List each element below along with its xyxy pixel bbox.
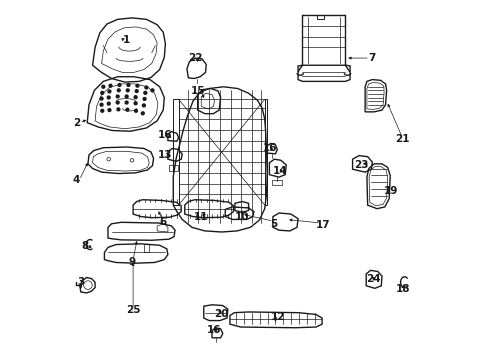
Text: 10: 10 — [235, 212, 249, 221]
Text: 13: 13 — [158, 150, 172, 160]
Circle shape — [135, 90, 138, 93]
Text: 17: 17 — [316, 220, 330, 230]
Circle shape — [127, 84, 130, 86]
Circle shape — [116, 101, 119, 104]
Circle shape — [108, 109, 111, 112]
Circle shape — [125, 95, 128, 98]
Circle shape — [109, 84, 112, 87]
Text: 7: 7 — [368, 53, 376, 63]
Text: 24: 24 — [366, 274, 381, 284]
Text: 14: 14 — [273, 166, 288, 176]
Text: 3: 3 — [77, 277, 84, 287]
Text: 23: 23 — [354, 160, 369, 170]
Circle shape — [151, 89, 154, 92]
Text: 18: 18 — [396, 284, 411, 294]
Text: 16: 16 — [207, 325, 222, 334]
Circle shape — [125, 101, 128, 104]
Circle shape — [144, 91, 147, 94]
Text: 6: 6 — [159, 217, 166, 227]
Circle shape — [116, 95, 119, 98]
Circle shape — [134, 102, 137, 105]
Text: 4: 4 — [73, 175, 80, 185]
Text: 16: 16 — [263, 143, 277, 153]
Text: 1: 1 — [123, 35, 130, 45]
Text: 2: 2 — [73, 118, 80, 128]
Text: 19: 19 — [384, 186, 398, 197]
Text: 22: 22 — [188, 53, 203, 63]
Circle shape — [100, 97, 103, 100]
Text: 15: 15 — [191, 86, 206, 96]
Text: 25: 25 — [126, 305, 140, 315]
Text: 11: 11 — [194, 212, 209, 221]
Circle shape — [108, 90, 111, 93]
Circle shape — [145, 86, 148, 89]
Circle shape — [107, 96, 110, 99]
Circle shape — [101, 109, 104, 112]
Circle shape — [100, 103, 103, 106]
Text: 5: 5 — [270, 219, 277, 229]
Text: 16: 16 — [158, 130, 172, 140]
Circle shape — [143, 98, 146, 100]
Circle shape — [126, 89, 129, 92]
Circle shape — [141, 112, 144, 115]
Circle shape — [136, 84, 139, 87]
Text: 12: 12 — [271, 312, 285, 322]
Circle shape — [117, 108, 120, 111]
Text: 20: 20 — [215, 310, 229, 319]
Circle shape — [143, 104, 146, 107]
Text: 9: 9 — [128, 257, 136, 267]
Circle shape — [117, 89, 120, 92]
Text: 8: 8 — [82, 241, 89, 251]
Circle shape — [134, 96, 137, 99]
Circle shape — [118, 84, 121, 86]
Circle shape — [101, 91, 104, 94]
Circle shape — [126, 108, 129, 111]
Circle shape — [135, 109, 137, 112]
Text: 21: 21 — [395, 134, 410, 144]
Circle shape — [107, 102, 110, 105]
Circle shape — [102, 85, 105, 88]
